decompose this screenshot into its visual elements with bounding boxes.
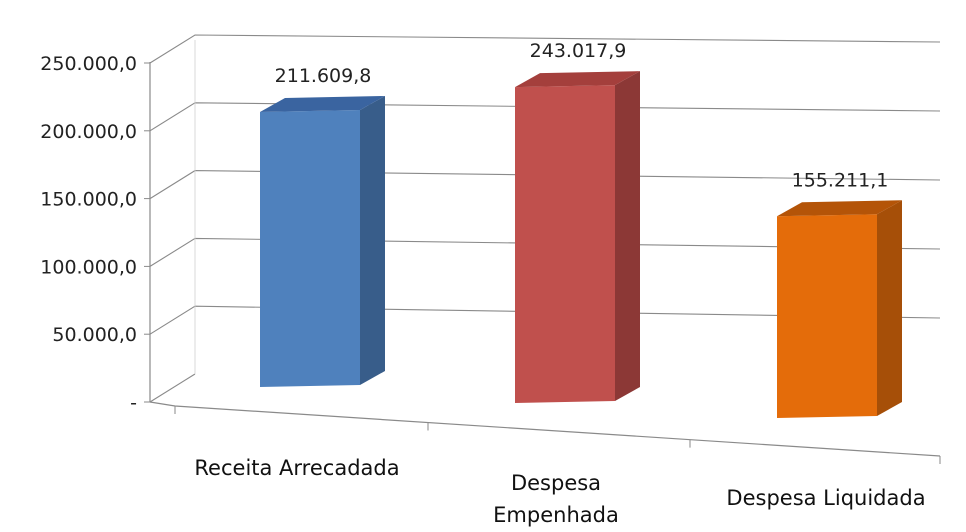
bar-top: [777, 200, 902, 217]
x-category-label: Despesa Liquidada: [726, 486, 925, 510]
data-label: 155.211,1: [792, 169, 889, 191]
y-tick-label: 250.000,0: [40, 53, 137, 75]
bar-side: [360, 96, 385, 385]
x-category-label: Receita Arrecadada: [194, 456, 399, 480]
y-tick-label: 150.000,0: [40, 189, 137, 211]
bar-top: [260, 96, 385, 112]
data-label: 211.609,8: [275, 65, 372, 87]
bar-front: [515, 85, 615, 404]
y-axis-tick-labels: - 50.000,0 100.000,0 150.000,0 200.000,0 250.…: [40, 53, 137, 414]
bar-side: [615, 71, 640, 402]
x-axis-category-labels: Receita Arrecadada Despesa Empenhada Despes…: [194, 456, 925, 527]
y-tick-label: 100.000,0: [40, 256, 137, 278]
data-labels: 211.609,8 243.017,9 155.211,1: [275, 40, 889, 191]
bar: [777, 200, 902, 418]
y-tick-label: 50.000,0: [52, 324, 137, 346]
floor-left-edge: [149, 373, 196, 403]
bar-side: [877, 200, 902, 416]
bar-front: [777, 214, 877, 418]
data-label: 243.017,9: [530, 40, 627, 62]
y-tick-label: -: [130, 392, 137, 414]
bars: [260, 71, 902, 418]
gridline: [149, 34, 941, 64]
y-tick-label: 200.000,0: [40, 121, 137, 143]
x-category-label: Despesa Empenhada: [493, 471, 619, 527]
bar: [260, 96, 385, 387]
bar: [515, 71, 640, 404]
bar-top: [515, 71, 640, 88]
axes: [144, 40, 941, 464]
bar-front: [260, 110, 360, 387]
